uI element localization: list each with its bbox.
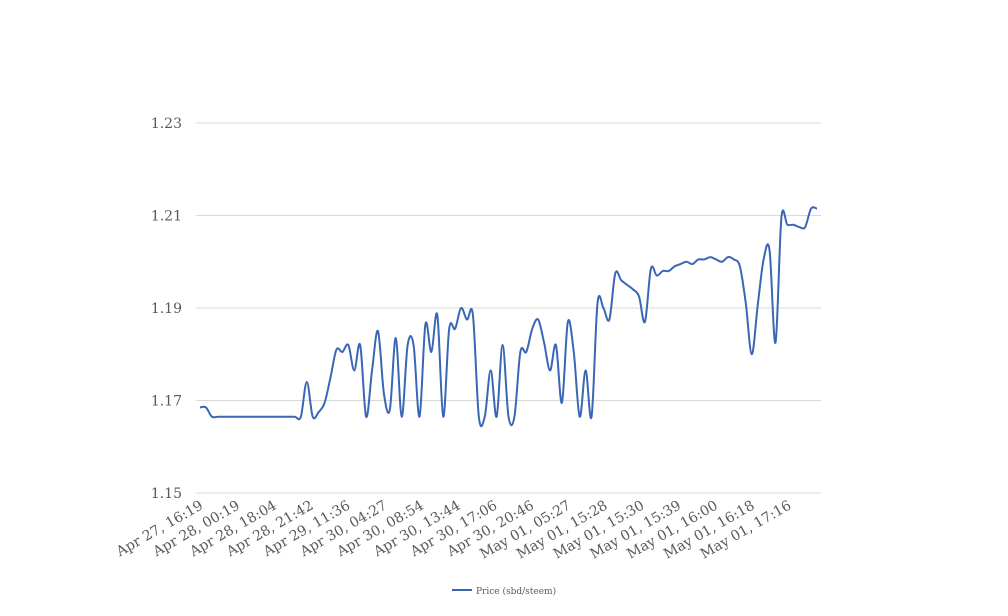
gridlines: [196, 122, 821, 494]
y-tick-label: 1.21: [151, 209, 182, 225]
legend: Price (sbd/steem): [452, 586, 556, 597]
y-tick-label: 1.17: [151, 394, 182, 410]
series-lines: [199, 206, 818, 428]
y-tick-label: 1.15: [151, 486, 182, 502]
series-line: [199, 206, 818, 428]
legend-label: Price (sbd/steem): [476, 586, 556, 597]
y-tick-label: 1.23: [151, 116, 182, 132]
y-axis-tick-labels: 1.15 1.17 1.19 1.21 1.23: [151, 116, 182, 502]
y-tick-label: 1.19: [151, 301, 182, 317]
